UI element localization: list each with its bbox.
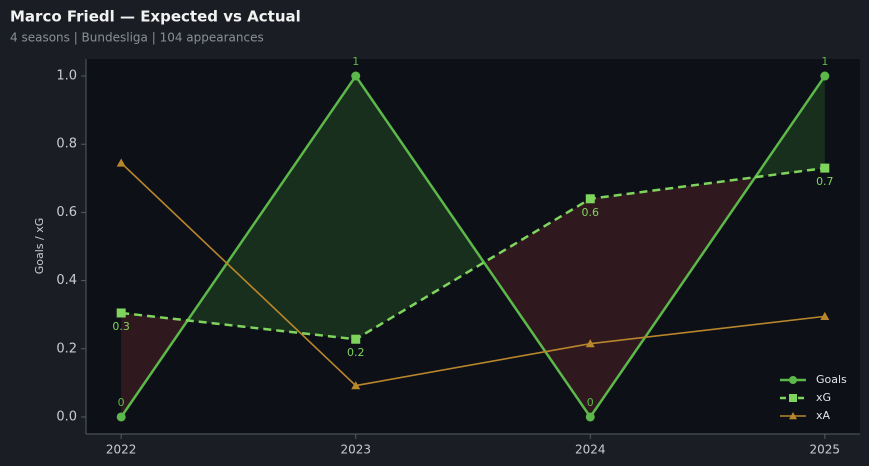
point [351, 71, 361, 81]
difference-fill [355, 76, 484, 340]
data-label: 0.2 [347, 346, 365, 359]
chart-title: Marco Friedl — Expected vs Actual [10, 8, 301, 26]
y-tick-label: 0.0 [56, 409, 77, 424]
y-tick-label: 0.4 [56, 273, 77, 288]
legend-marker [789, 394, 797, 402]
x-tick-label: 2022 [106, 443, 137, 457]
data-label: 0.6 [582, 206, 600, 219]
point [351, 334, 361, 344]
series-line [120, 162, 825, 387]
difference-fill [187, 76, 356, 340]
data-label: 0.3 [112, 320, 130, 333]
legend-marker [789, 412, 797, 420]
y-tick-label: 0.8 [56, 137, 77, 152]
data-label: 0.7 [816, 175, 834, 188]
data-label: 1 [352, 55, 359, 68]
point [585, 339, 595, 348]
chart-subtitle: 4 seasons | Bundesliga | 104 appearances [10, 31, 264, 45]
point [820, 311, 830, 320]
x-tick-label: 2025 [810, 443, 841, 457]
series-line [121, 166, 825, 341]
point [820, 71, 830, 81]
legend-label: Goals [816, 373, 847, 386]
difference-fill [483, 198, 591, 417]
point [116, 412, 126, 422]
point [351, 381, 361, 390]
point [116, 308, 126, 318]
point [585, 194, 595, 204]
x-tick-label: 2024 [575, 443, 606, 457]
y-tick-label: 0.2 [56, 341, 77, 356]
series-line [120, 73, 826, 420]
data-label: 1 [821, 55, 828, 68]
point [585, 412, 595, 422]
legend-label: xA [816, 409, 831, 422]
data-label: 0 [587, 396, 594, 409]
data-label: 0 [118, 396, 125, 409]
y-tick-label: 1.0 [56, 69, 77, 84]
legend-label: xG [816, 391, 831, 404]
y-tick-label: 0.6 [56, 205, 77, 220]
point [820, 163, 830, 173]
x-tick-label: 2023 [340, 443, 371, 457]
y-axis-label: Goals / xG [33, 218, 46, 275]
point [116, 158, 126, 167]
legend-marker [789, 376, 797, 384]
